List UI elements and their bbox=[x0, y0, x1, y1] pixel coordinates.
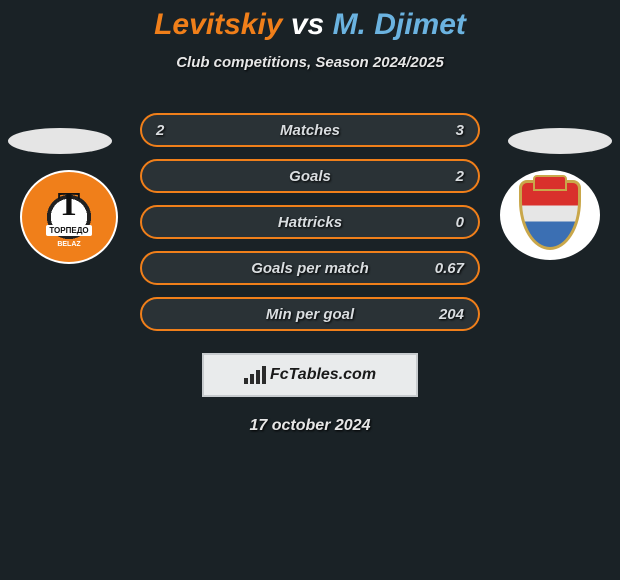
title-vs: vs bbox=[291, 8, 324, 41]
stat-row: 2 Matches 3 bbox=[140, 113, 480, 147]
team-logo-right bbox=[500, 170, 600, 260]
team-left-name: ТОРПЕДО bbox=[46, 225, 91, 236]
title-player2: M. Djimet bbox=[333, 8, 466, 41]
ellipse-left bbox=[8, 128, 112, 154]
stat-label: Goals per match bbox=[251, 260, 369, 277]
shield-icon bbox=[519, 180, 581, 250]
brand-text: FcTables.com bbox=[270, 366, 376, 384]
stat-label: Hattricks bbox=[278, 214, 342, 231]
team-left-sub: BELAZ bbox=[57, 241, 80, 248]
stat-right-value: 0.67 bbox=[435, 260, 464, 277]
stat-right-value: 3 bbox=[456, 122, 464, 139]
stat-right-value: 2 bbox=[456, 168, 464, 185]
stat-row: Min per goal 204 bbox=[140, 297, 480, 331]
comparison-card: Levitskiy vs M. Djimet Club competitions… bbox=[0, 0, 620, 435]
subtitle: Club competitions, Season 2024/2025 bbox=[0, 54, 620, 71]
bar-chart-icon bbox=[244, 366, 266, 384]
stat-label: Goals bbox=[289, 168, 331, 185]
team-logo-left: T ТОРПЕДО BELAZ bbox=[20, 170, 118, 264]
page-title: Levitskiy vs M. Djimet bbox=[0, 8, 620, 42]
stat-right-value: 204 bbox=[439, 306, 464, 323]
stat-row: Hattricks 0 bbox=[140, 205, 480, 239]
stat-label: Matches bbox=[280, 122, 340, 139]
stat-row: Goals per match 0.67 bbox=[140, 251, 480, 285]
brand-box[interactable]: FcTables.com bbox=[202, 353, 418, 397]
stat-row: Goals 2 bbox=[140, 159, 480, 193]
stat-left-value: 2 bbox=[156, 122, 164, 139]
stat-label: Min per goal bbox=[266, 306, 354, 323]
stat-right-value: 0 bbox=[456, 214, 464, 231]
ellipse-right bbox=[508, 128, 612, 154]
title-player1: Levitskiy bbox=[154, 8, 282, 41]
team-left-letter: T bbox=[58, 186, 81, 224]
date-text: 17 october 2024 bbox=[0, 417, 620, 435]
